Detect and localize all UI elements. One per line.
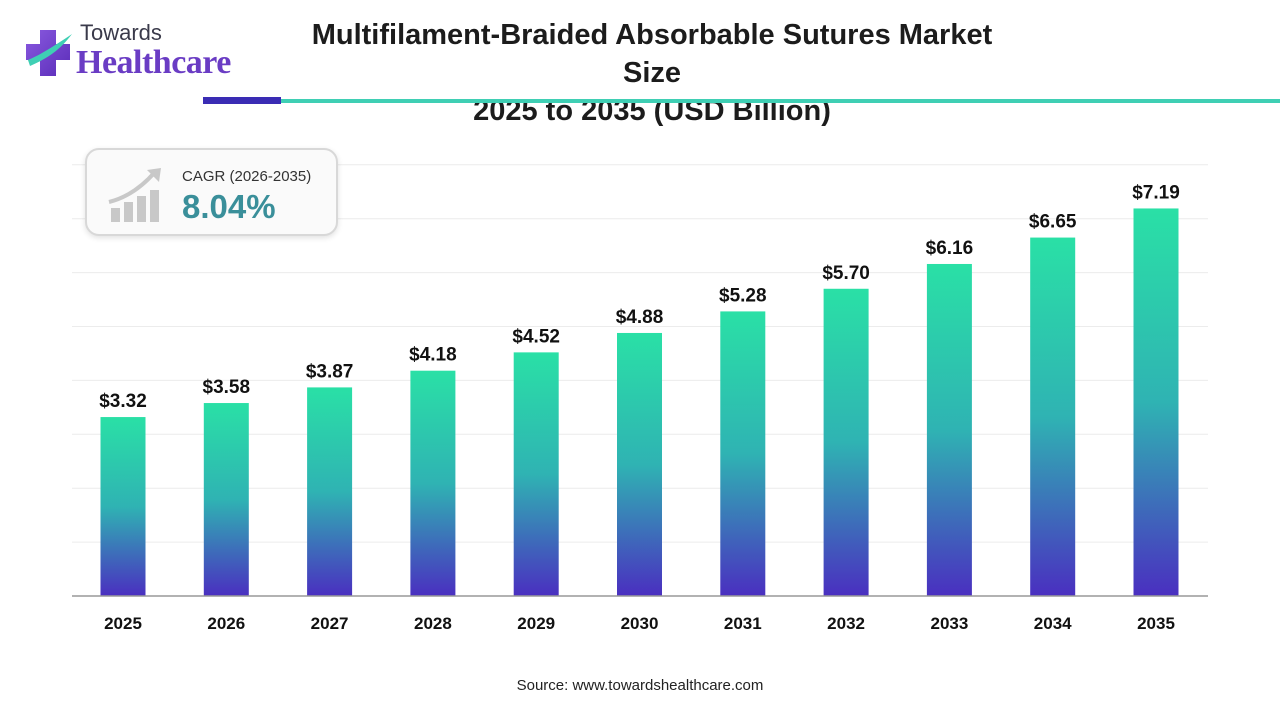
- data-label-2027: $3.87: [306, 361, 354, 382]
- bar-2027: [307, 387, 353, 596]
- source-note: Source: www.towardshealthcare.com: [516, 677, 764, 694]
- data-label-2033: $6.16: [926, 238, 974, 259]
- data-label-2029: $4.52: [512, 326, 560, 347]
- bar-2033: [926, 263, 972, 596]
- bar-2025: [100, 417, 146, 596]
- bar-2026: [203, 403, 249, 596]
- growth-chart-icon: [108, 168, 161, 222]
- x-tick-label-2025: 2025: [104, 614, 142, 633]
- cagr-label: CAGR (2026-2035): [182, 168, 312, 185]
- x-tick-label-2033: 2033: [930, 614, 968, 633]
- x-tick-label-2030: 2030: [621, 614, 659, 633]
- cagr-value: 8.04%: [182, 188, 276, 225]
- data-label-2026: $3.58: [203, 377, 251, 398]
- bar-2032: [823, 288, 869, 596]
- data-label-2030: $4.88: [616, 307, 664, 328]
- x-tick-label-2027: 2027: [311, 614, 349, 633]
- x-tick-label-2026: 2026: [207, 614, 245, 633]
- chart-title-line1: Multifilament-Braided Absorbable Sutures…: [311, 19, 993, 89]
- bar-2035: [1133, 208, 1179, 597]
- bar-2034: [1030, 237, 1076, 596]
- medical-cross-icon: [26, 30, 72, 76]
- x-tick-label-2031: 2031: [724, 614, 762, 633]
- data-label-2025: $3.32: [99, 391, 147, 412]
- bar-2028: [410, 370, 456, 596]
- bar-2029: [513, 352, 559, 596]
- data-label-2031: $5.28: [719, 285, 767, 306]
- data-label-2035: $7.19: [1132, 182, 1180, 203]
- x-tick-label-2032: 2032: [827, 614, 865, 633]
- data-label-2034: $6.65: [1029, 212, 1077, 233]
- data-label-2032: $5.70: [822, 263, 870, 284]
- x-axis-labels: 2025 2026 2027 2028 2029 2030 2031 2032 2033 2034…: [104, 614, 1175, 633]
- bar-2031: [720, 311, 766, 596]
- header-rule-accent: [203, 97, 281, 104]
- data-label-2028: $4.18: [409, 345, 457, 366]
- bar-2030: [617, 332, 662, 596]
- bars: [100, 208, 1179, 597]
- brand-logo: Towards Healthcare: [20, 18, 260, 88]
- cagr-card: CAGR (2026-2035) 8.04%: [85, 148, 338, 236]
- brand-name-line2: Healthcare: [76, 44, 231, 81]
- brand-name-line1: Towards: [80, 20, 162, 45]
- value-labels: $3.32 $3.58 $3.87 $4.18 $4.52 $4.88 $5.28 $5.70…: [99, 182, 1180, 412]
- x-tick-label-2035: 2035: [1137, 614, 1175, 633]
- x-tick-label-2028: 2028: [414, 614, 452, 633]
- x-tick-label-2029: 2029: [517, 614, 555, 633]
- x-tick-label-2034: 2034: [1034, 614, 1072, 633]
- header-rule: [281, 99, 1280, 103]
